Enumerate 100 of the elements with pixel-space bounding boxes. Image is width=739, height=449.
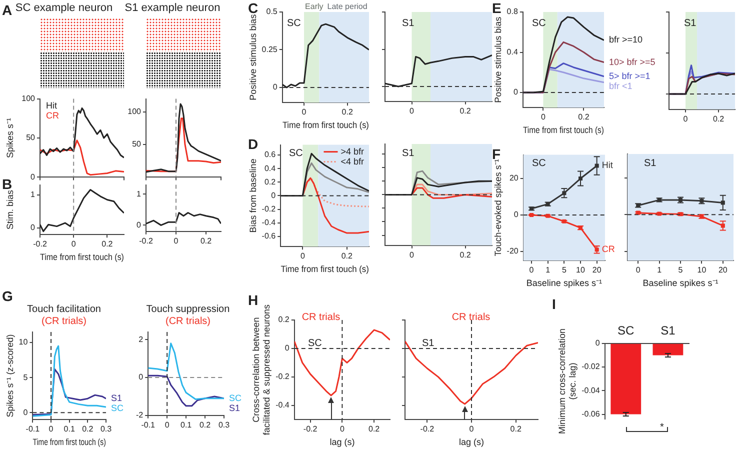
x-tick-label: 0 — [410, 106, 415, 116]
y-tick-label: -0.4 — [262, 218, 276, 228]
y-tick-label: -0.2 — [262, 204, 276, 214]
y-axis-title: Positive stimulus bias — [248, 14, 258, 100]
y-tick-label: 0.4 — [506, 47, 518, 56]
y-tick-label: 0 — [30, 223, 36, 232]
annotation: S1 — [684, 18, 696, 29]
x-tick-label: 0 — [469, 424, 474, 434]
y-tick-label: 20 — [509, 174, 519, 183]
annotation: S1 — [402, 18, 414, 29]
text: G — [2, 288, 13, 304]
x-tick-label: 0.2 — [368, 424, 380, 434]
x-tick-label: 0 — [636, 266, 641, 275]
chart-title: S1 example neuron — [124, 2, 222, 14]
chart-title: CR trials — [302, 312, 340, 323]
y-tick-label: 0 — [514, 210, 519, 220]
y-tick-label: 0 — [23, 408, 28, 417]
x-tick-label: 0 — [174, 236, 179, 246]
text: A — [2, 2, 12, 18]
x-tick-label: 0 — [540, 112, 546, 122]
x-axis-title: Time from first touch (s) — [40, 252, 124, 262]
y-tick-label: 50 — [132, 140, 142, 149]
x-tick-label: -0.2 — [420, 424, 435, 434]
y-tick-label: 0 — [271, 190, 276, 200]
text: Hit — [46, 100, 58, 110]
series-label: SC — [229, 392, 242, 403]
y-tick-label: 0.2 — [278, 315, 290, 324]
chart-title: Touch facilitation — [26, 304, 102, 315]
x-axis-title: lag (s) — [330, 437, 355, 448]
x-axis-title: lag (s) — [458, 437, 484, 448]
y-tick-label: 0.6 — [264, 150, 276, 160]
annotation: E — [492, 0, 502, 16]
y-tick-label: 0.4 — [264, 164, 276, 173]
y-tick-label: 0 — [284, 344, 290, 353]
y-tick-label: 5 — [23, 372, 28, 382]
chart-title: SC example neuron — [15, 2, 113, 14]
y-tick-label: -0.2 — [276, 372, 290, 382]
y-axis-title: Spikes s⁻¹ (z-scored) — [4, 334, 15, 418]
x-tick-label: 0 — [410, 250, 415, 260]
annotation: S1 — [422, 338, 434, 349]
annotation: S1 — [402, 148, 414, 159]
x-tick-label: 0.2 — [82, 424, 94, 434]
y-tick-label: 10 — [18, 338, 28, 347]
x-tick-label: 0.3 — [218, 420, 230, 430]
annotation: SC — [532, 18, 546, 29]
y-axis-title: Stim. bias — [4, 189, 15, 230]
x-tick-label: 0 — [48, 424, 54, 434]
y-tick-label: 0 — [272, 82, 278, 92]
x-tick-label: 1 — [546, 266, 551, 275]
series-label: S1 — [229, 402, 240, 413]
y-tick-label: 0 — [136, 220, 142, 230]
annotation: SC — [532, 158, 546, 169]
y-tick-label: 0.5 — [266, 7, 278, 16]
legend-label: >4 bfr — [340, 146, 364, 156]
x-tick-label: 5 — [678, 266, 684, 275]
text: CR — [46, 110, 60, 120]
y-tick-label: 2 — [138, 334, 144, 344]
x-tick-label: -0.2 — [303, 424, 318, 434]
y-tick-label: 0 — [595, 338, 600, 348]
y-tick-label: 0.8 — [506, 7, 518, 16]
text: * — [660, 422, 664, 433]
x-tick-label: 0.2 — [342, 108, 354, 117]
text: I — [552, 296, 556, 312]
x-tick-label: 10 — [697, 266, 707, 275]
x-tick-label: 0.2 — [460, 250, 472, 260]
annotation: SC — [287, 18, 301, 29]
series-label: Hit — [602, 160, 614, 170]
x-tick-label: 0.2 — [712, 114, 725, 124]
y-tick-label: -0.6 — [262, 232, 276, 241]
x-tick-label: 0.1 — [64, 424, 76, 434]
y-axis-title: Positive stimulus bias — [492, 16, 503, 103]
x-tick-label: 1 — [657, 266, 662, 275]
x-tick-label: 0 — [683, 114, 688, 124]
series-label: SC — [111, 403, 124, 414]
y-tick-label: 1 — [136, 189, 142, 198]
x-tick-label: -0.1 — [26, 424, 40, 434]
y-tick-label: -0.04 — [582, 386, 600, 395]
y-tick-label: 0 — [138, 372, 144, 382]
x-tick-label: 0.1 — [180, 420, 192, 430]
annotation: S1 — [644, 158, 656, 169]
x-axis-title: Time from first touch (s) — [280, 264, 369, 274]
x-tick-label: -0.1 — [141, 420, 156, 430]
y-tick-label: 0 — [513, 88, 518, 97]
x-tick-label: 0.2 — [200, 236, 212, 246]
y-axis-title: Bias from baseline — [248, 158, 258, 233]
series-label: 10> bfr >=5 — [609, 56, 656, 67]
series-label: 5> bfr >=1 — [609, 70, 650, 81]
x-axis-title: Time from first touch (s) — [32, 437, 106, 448]
x-tick-label: 0.2 — [341, 252, 354, 261]
x-tick-label: 0 — [529, 266, 534, 275]
series-label: CR — [602, 244, 616, 254]
y-tick-label: -20 — [506, 246, 519, 256]
x-tick-label: 0.2 — [102, 240, 114, 249]
x-tick-label: 0 — [164, 420, 170, 430]
annotation: SC — [308, 338, 322, 349]
y-tick-label: -2 — [136, 410, 144, 420]
y-tick-label: 50 — [26, 133, 36, 142]
legend-label: <4 bfr — [340, 156, 364, 166]
x-axis-title: Time from first touch (s) — [282, 120, 370, 130]
x-tick-label: 20 — [718, 266, 728, 275]
